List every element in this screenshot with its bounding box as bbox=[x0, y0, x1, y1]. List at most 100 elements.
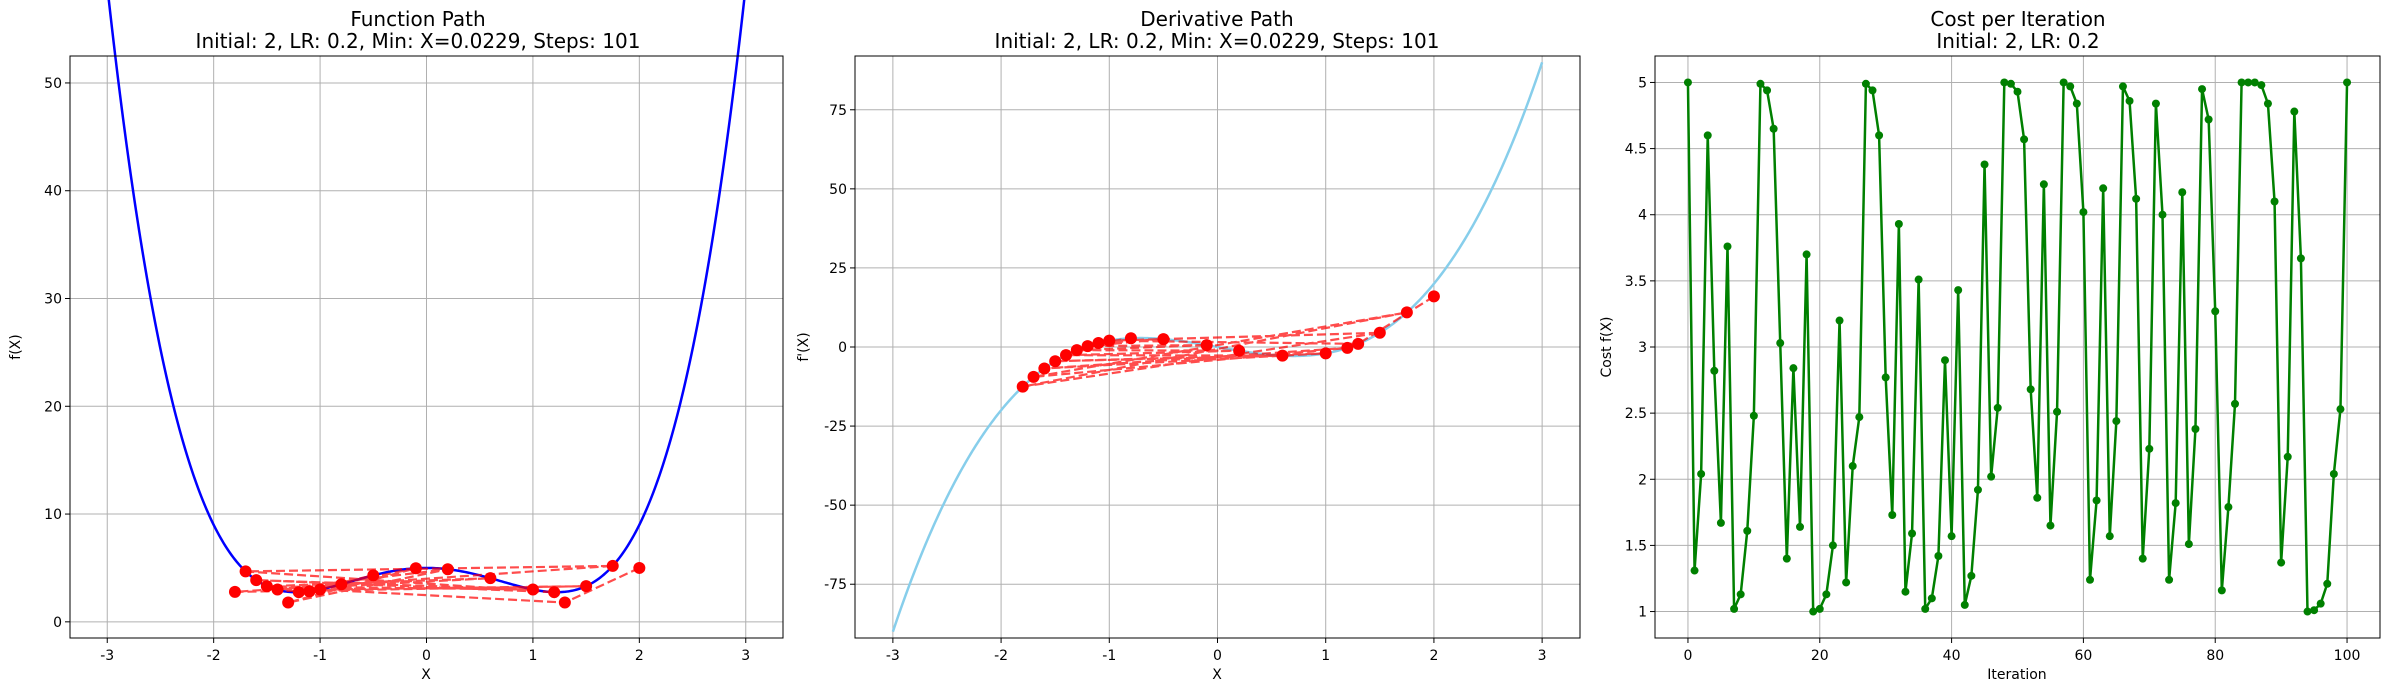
function-path-title-line1: Function Path bbox=[350, 7, 485, 31]
function-path-descent-point bbox=[526, 583, 539, 596]
cost-grid bbox=[1655, 56, 2380, 638]
cost-x-tick-label: 80 bbox=[2206, 648, 2224, 664]
cost-point bbox=[1822, 590, 1831, 599]
cost-point bbox=[1954, 286, 1963, 295]
cost-point bbox=[2145, 444, 2154, 453]
cost-point bbox=[1723, 242, 1732, 251]
function-path-y-tick-label: 20 bbox=[44, 399, 62, 415]
cost-point bbox=[2151, 99, 2160, 108]
function-path-descent-point bbox=[441, 563, 454, 576]
cost-point bbox=[1861, 79, 1870, 88]
cost-point bbox=[2184, 540, 2193, 549]
derivative-path-descent-point bbox=[1060, 349, 1073, 362]
cost-point bbox=[2020, 135, 2029, 144]
function-path-y-tick-label: 40 bbox=[44, 184, 62, 200]
cost-point bbox=[1809, 607, 1818, 616]
derivative-path-descent-point bbox=[1352, 337, 1365, 350]
cost-point bbox=[1927, 594, 1936, 603]
cost-point bbox=[1743, 526, 1752, 535]
function-path-x-tick-label: 0 bbox=[422, 648, 431, 664]
function-path-descent-point bbox=[484, 572, 497, 585]
function-path-descent-point bbox=[314, 583, 327, 596]
cost-point bbox=[2257, 81, 2266, 90]
cost-x-tick-label: 0 bbox=[1683, 648, 1692, 664]
cost-point bbox=[1868, 86, 1877, 95]
cost-point bbox=[2343, 78, 2352, 87]
cost-point bbox=[1888, 510, 1897, 519]
derivative-path-x-tick-label: 2 bbox=[1429, 648, 1438, 664]
cost-point bbox=[2323, 579, 2332, 588]
derivative-path-descent-point bbox=[1276, 349, 1289, 362]
cost-point bbox=[1828, 541, 1837, 550]
derivative-path-descent-point bbox=[1319, 347, 1332, 360]
cost-point bbox=[2026, 385, 2035, 394]
cost-point bbox=[1973, 485, 1982, 494]
cost-point bbox=[2092, 496, 2101, 505]
cost-point bbox=[2296, 254, 2305, 263]
derivative-path-descent-point bbox=[1016, 380, 1029, 393]
derivative-path-x-tick-label: 3 bbox=[1538, 648, 1547, 664]
cost-y-tick-label: 5 bbox=[1638, 75, 1647, 91]
function-path-descent-point bbox=[228, 585, 241, 598]
derivative-path-ticks: -3 -2 -1 0 1 2 3 -75 -50 -25 0 25 50 75 bbox=[824, 103, 1546, 664]
derivative-path-curve-layer bbox=[891, 61, 1544, 633]
function-path-title-line2: Initial: 2, LR: 0.2, Min: X=0.0229, Step… bbox=[196, 29, 641, 53]
cost-y-tick-label: 2.5 bbox=[1625, 406, 1647, 422]
cost-point bbox=[2198, 85, 2207, 94]
cost-point bbox=[2086, 575, 2094, 584]
cost-point bbox=[1796, 522, 1804, 531]
cost-point bbox=[2336, 405, 2345, 414]
derivative-path-x-tick-label: -1 bbox=[1102, 648, 1116, 664]
cost-point bbox=[2263, 99, 2272, 108]
cost-point bbox=[1776, 339, 1785, 348]
derivative-path-y-tick-label: -25 bbox=[824, 419, 847, 435]
cost-per-iteration-panel: Cost per Iteration Initial: 2, LR: 0.2 0… bbox=[1599, 7, 2381, 683]
cost-point bbox=[2165, 575, 2174, 584]
derivative-path-descent-point bbox=[1103, 334, 1116, 347]
derivative-path-descent-point bbox=[1081, 340, 1094, 353]
function-path-y-tick-label: 50 bbox=[44, 76, 62, 92]
derivative-path-y-tick-label: 25 bbox=[829, 261, 847, 277]
function-path-descent-point bbox=[260, 580, 273, 593]
function-path-descent-point bbox=[303, 585, 316, 598]
cost-point bbox=[1914, 275, 1923, 284]
cost-point bbox=[2217, 586, 2226, 595]
derivative-path-descent-point bbox=[1427, 290, 1440, 303]
cost-point bbox=[1987, 472, 1996, 481]
cost-point bbox=[2204, 115, 2213, 124]
cost-point bbox=[2329, 469, 2338, 478]
cost-series-layer bbox=[1683, 78, 2352, 616]
function-path-descent-point bbox=[606, 559, 619, 572]
derivative-path-y-tick-label: 75 bbox=[829, 103, 847, 119]
cost-point bbox=[1947, 532, 1956, 541]
cost-point bbox=[2303, 607, 2312, 616]
cost-y-tick-label: 1 bbox=[1638, 605, 1647, 621]
cost-point bbox=[2290, 107, 2299, 116]
derivative-path-x-tick-label: 1 bbox=[1321, 648, 1330, 664]
cost-point bbox=[2132, 194, 2141, 203]
cost-point bbox=[1789, 364, 1798, 373]
cost-point bbox=[2158, 210, 2167, 219]
cost-point bbox=[1730, 604, 1739, 613]
cost-point bbox=[1815, 604, 1824, 613]
function-path-grid bbox=[70, 56, 783, 638]
cost-point bbox=[1769, 124, 1778, 133]
cost-y-tick-label: 2 bbox=[1638, 472, 1647, 488]
function-path-x-tick-label: 2 bbox=[635, 648, 644, 664]
function-path-descent-point bbox=[282, 596, 295, 609]
function-path-descent-point bbox=[548, 586, 561, 599]
derivative-path-y-tick-label: -75 bbox=[824, 577, 847, 593]
cost-point bbox=[2046, 521, 2055, 530]
cost-point bbox=[2250, 78, 2259, 87]
cost-ticks: 0 20 40 60 80 100 1 1.5 2 2.5 3 3.5 4 4.5 5 bbox=[1625, 75, 2361, 664]
cost-point bbox=[1908, 529, 1917, 538]
function-path-descent-point bbox=[409, 562, 422, 575]
function-path-x-tick-label: 1 bbox=[528, 648, 537, 664]
derivative-path-descent-point bbox=[1070, 344, 1083, 357]
cost-point bbox=[2237, 78, 2246, 87]
cost-y-tick-label: 1.5 bbox=[1625, 538, 1647, 554]
derivative-path-descent-point bbox=[1341, 341, 1354, 354]
cost-point bbox=[2118, 82, 2127, 91]
